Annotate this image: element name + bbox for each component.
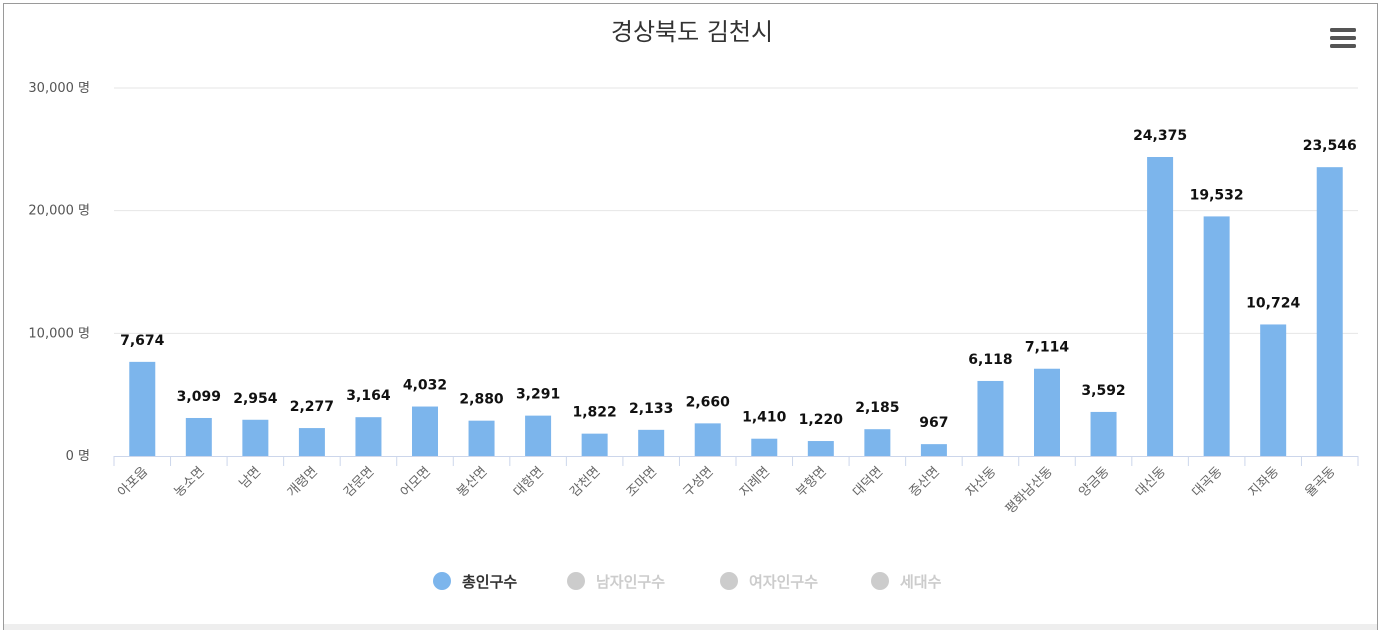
data-label: 7,114 (1025, 340, 1070, 356)
bar[interactable] (129, 361, 156, 456)
x-tick-label: 조마면 (624, 464, 660, 500)
legend-label: 남자인구수 (596, 573, 665, 591)
bar[interactable] (355, 417, 382, 456)
bar[interactable] (412, 406, 438, 456)
x-tick-label: 자산동 (963, 464, 999, 500)
data-label: 3,099 (177, 389, 221, 405)
bar[interactable] (468, 420, 495, 456)
data-label: 10,724 (1246, 295, 1300, 311)
data-label: 2,185 (855, 400, 899, 416)
data-label: 2,133 (629, 401, 673, 417)
y-tick-label: 10,000 명 (28, 326, 90, 341)
x-tick-label: 지례면 (737, 464, 773, 500)
y-tick-label: 0 명 (66, 449, 90, 464)
bar[interactable] (1203, 216, 1230, 456)
bar[interactable] (298, 428, 325, 456)
x-tick-label: 대덕면 (850, 464, 886, 500)
data-label: 7,674 (120, 333, 165, 349)
legend-marker (567, 572, 585, 590)
legend-marker (720, 572, 738, 590)
data-label: 24,375 (1133, 128, 1187, 144)
data-label: 2,880 (459, 392, 504, 408)
bar[interactable] (807, 441, 834, 456)
x-tick-label: 증산면 (907, 464, 943, 500)
data-label: 2,660 (686, 394, 731, 410)
legend: 총인구수 남자인구수 여자인구수 세대수 (433, 572, 942, 591)
data-label: 2,277 (290, 399, 334, 415)
bar[interactable] (1090, 411, 1117, 456)
bottom-strip (4, 624, 1377, 630)
y-tick-label: 30,000 명 (28, 81, 90, 96)
bar[interactable] (1260, 324, 1287, 456)
x-tick-label: 구성면 (681, 464, 717, 500)
chart-title: 경상북도 김천시 (611, 18, 773, 46)
data-label: 3,291 (516, 387, 560, 403)
x-tick-label: 농소면 (172, 464, 208, 500)
data-label: 6,118 (968, 352, 1012, 368)
x-tick-label: 율곡동 (1303, 464, 1339, 500)
legend-item[interactable]: 세대수 (871, 572, 942, 591)
x-tick-label: 평화남산동 (1003, 464, 1056, 517)
x-tick-label: 양금동 (1076, 464, 1112, 500)
bar[interactable] (920, 444, 947, 456)
data-label: 3,592 (1081, 383, 1125, 399)
legend-label: 총인구수 (462, 573, 517, 591)
legend-item[interactable]: 총인구수 (433, 572, 517, 591)
x-axis: 아포읍 농소면 남면 개령면 감문면 어모면 봉산면 대항면 감천면 조마면 구성면 지례면 부항면 대덕… (113, 456, 1359, 517)
x-tick-label: 대신동 (1133, 464, 1169, 500)
bar[interactable] (694, 423, 721, 456)
bar[interactable] (185, 417, 212, 456)
bar[interactable] (864, 429, 891, 456)
legend-label: 여자인구수 (749, 573, 818, 591)
x-tick-label: 부항면 (794, 464, 830, 500)
data-label: 23,546 (1303, 138, 1357, 154)
x-tick-label: 개령면 (285, 464, 321, 500)
bar[interactable] (1034, 368, 1060, 456)
legend-item[interactable]: 남자인구수 (567, 572, 665, 591)
x-tick-label: 지좌동 (1246, 464, 1282, 500)
x-tick-label: 봉산면 (454, 464, 490, 500)
hamburger-menu-icon (1330, 28, 1356, 48)
menu-button[interactable] (1326, 22, 1360, 54)
data-label: 19,532 (1190, 187, 1244, 203)
legend-label: 세대수 (900, 573, 942, 591)
bar[interactable] (977, 380, 1004, 456)
x-tick-label: 어모면 (398, 464, 434, 500)
x-tick-label: 대곡동 (1189, 464, 1225, 500)
bar[interactable] (525, 415, 552, 456)
x-tick-label: 감천면 (567, 464, 603, 500)
bar[interactable] (242, 419, 269, 456)
data-label: 1,220 (799, 412, 844, 428)
data-label: 967 (919, 415, 948, 431)
legend-item[interactable]: 여자인구수 (720, 572, 818, 591)
legend-marker (871, 572, 889, 590)
bar[interactable] (638, 429, 665, 456)
legend-marker (433, 572, 451, 590)
bars: 7,674 3,099 2,954 2,277 3,164 4,032 2,880 3,291… (120, 128, 1357, 456)
data-label: 1,822 (572, 405, 616, 421)
data-label: 3,164 (346, 388, 391, 404)
data-label: 1,410 (742, 410, 787, 426)
y-axis: 0 명 10,000 명 20,000 명 30,000 명 (28, 81, 90, 464)
x-tick-label: 감문면 (341, 464, 377, 500)
bar[interactable] (751, 438, 778, 456)
y-tick-label: 20,000 명 (28, 204, 90, 219)
x-tick-label: 대항면 (511, 464, 547, 500)
x-tick-label: 아포읍 (115, 464, 151, 500)
bar[interactable] (1147, 157, 1174, 456)
bar[interactable] (581, 433, 608, 456)
data-label: 4,032 (403, 378, 447, 394)
data-label: 2,954 (233, 391, 278, 407)
bar[interactable] (1316, 167, 1343, 456)
x-tick-label: 남면 (237, 464, 265, 492)
